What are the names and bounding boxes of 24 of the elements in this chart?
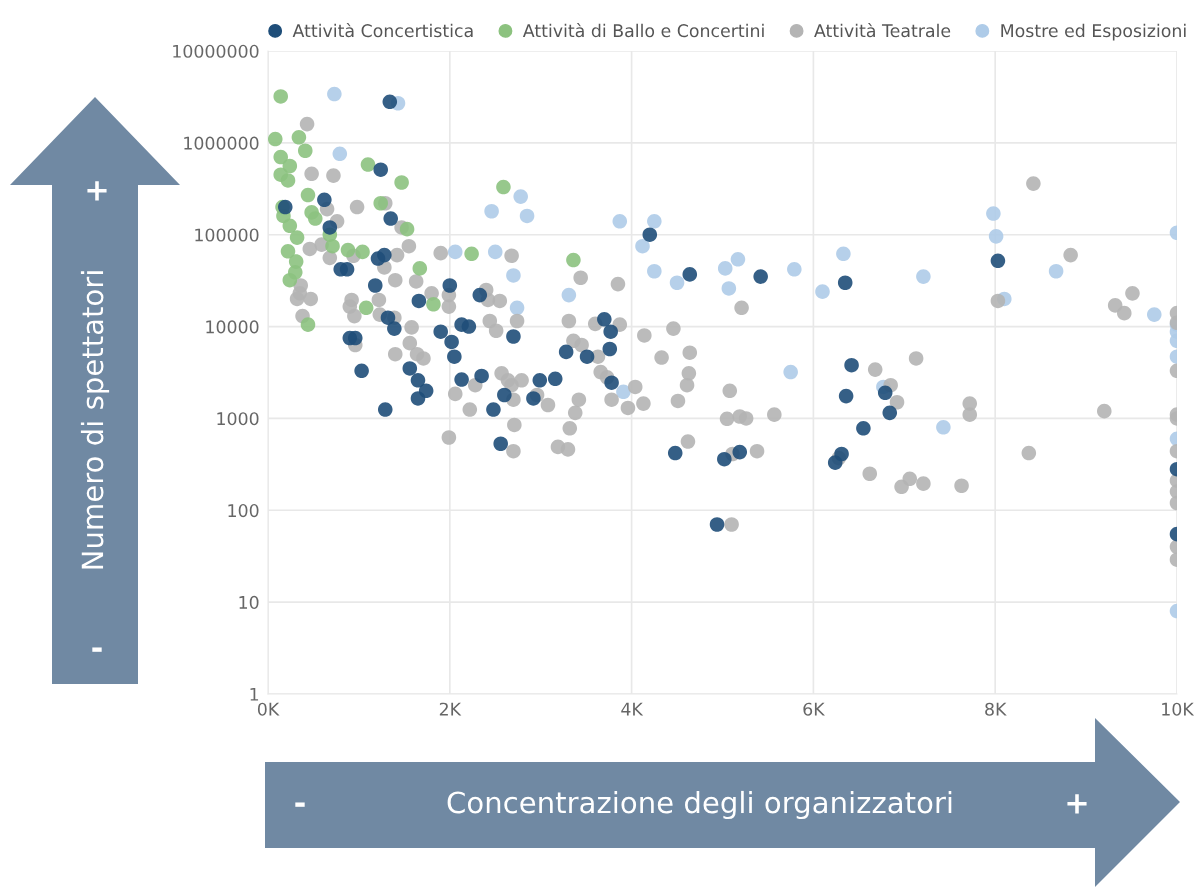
- x-tick-label: 4K: [621, 702, 644, 716]
- text: +: [87, 181, 107, 201]
- y-tick-label: 10000000: [173, 44, 259, 58]
- legend-label: Attività di Ballo e Concertini: [522, 23, 764, 38]
- x-axis-title: Concentrazione degli organizzatori: [447, 790, 952, 820]
- x-tick-label: 6K: [803, 702, 825, 716]
- y-axis-title: Numero di spettatori: [80, 271, 110, 569]
- y-tick-label: 10000: [206, 320, 259, 334]
- y-tick-label: 100: [228, 504, 259, 518]
- y-tick-label: 1000: [217, 412, 259, 426]
- y-tick-label: 100000: [195, 228, 259, 242]
- legend-label: Attività Concertistica: [292, 23, 473, 38]
- text: -: [92, 647, 102, 652]
- legend-label: Mostre ed Esposizioni: [1001, 23, 1186, 41]
- text: +: [1067, 794, 1087, 814]
- x-tick-label: 10K: [1162, 702, 1195, 716]
- x-tick-label: 0K: [257, 702, 280, 716]
- y-tick-label: 1: [250, 687, 259, 701]
- x-tick-label: 2K: [439, 702, 462, 716]
- legend-label: Attività Teatrale: [814, 23, 951, 38]
- x-tick-label: 8K: [985, 702, 1007, 716]
- text: -: [295, 802, 305, 807]
- y-tick-label: 1000000: [184, 136, 259, 150]
- y-tick-label: 10: [239, 595, 259, 609]
